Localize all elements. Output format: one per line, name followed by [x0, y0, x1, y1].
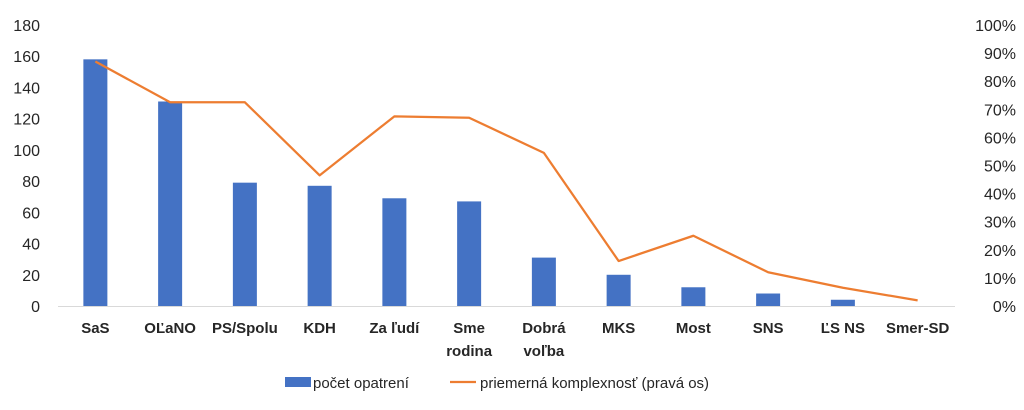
right-tick-label: 90% — [984, 46, 1016, 63]
left-tick-label: 160 — [13, 49, 40, 66]
left-tick-label: 60 — [22, 205, 40, 222]
right-tick-label: 50% — [984, 159, 1016, 176]
legend: počet opatrení priemerná komplexnosť (pr… — [285, 375, 709, 392]
right-tick-label: 40% — [984, 187, 1016, 204]
bar — [606, 274, 631, 306]
right-tick-label: 70% — [984, 102, 1016, 119]
left-tick-label: 20 — [22, 268, 40, 285]
bar — [83, 59, 108, 306]
left-axis-ticks: 0 20 40 60 80 100 120 140 160 180 — [13, 18, 40, 316]
right-tick-label: 30% — [984, 215, 1016, 232]
right-tick-label: 10% — [984, 271, 1016, 288]
category-label: MKS — [602, 320, 635, 337]
bar — [681, 287, 706, 306]
left-tick-label: 120 — [13, 112, 40, 129]
category-label: SaS — [81, 320, 109, 337]
bar — [382, 198, 407, 306]
bar-series — [83, 59, 855, 306]
category-label: Za ľudí — [369, 320, 420, 337]
category-label: rodina — [446, 343, 492, 360]
category-label: OĽaNO — [144, 320, 196, 337]
left-tick-label: 140 — [13, 80, 40, 97]
bar — [457, 201, 482, 306]
left-tick-label: 100 — [13, 143, 40, 160]
bar — [756, 293, 781, 306]
category-label: Smer-SD — [886, 320, 950, 337]
category-labels: SaS OĽaNO PS/Spolu KDH Za ľudí Sme rodina Dobrá… — [81, 320, 949, 360]
line-series — [94, 60, 918, 302]
category-label: Dobrá — [522, 320, 566, 337]
bar — [307, 185, 332, 306]
right-tick-label: 100% — [975, 18, 1016, 35]
left-tick-label: 0 — [31, 299, 40, 316]
left-tick-label: 180 — [13, 18, 40, 35]
bar — [531, 257, 556, 306]
bar — [158, 101, 183, 306]
left-tick-label: 40 — [22, 237, 40, 254]
category-label: PS/Spolu — [212, 320, 278, 337]
legend-label-line: priemerná komplexnosť (pravá os) — [480, 375, 709, 392]
right-tick-label: 60% — [984, 130, 1016, 147]
bar — [830, 299, 855, 306]
category-label: Most — [676, 320, 711, 337]
right-tick-label: 80% — [984, 74, 1016, 91]
right-tick-label: 20% — [984, 243, 1016, 260]
right-axis-ticks: 0% 10% 20% 30% 40% 50% 60% 70% 80% 90% 100% — [975, 18, 1016, 316]
category-label: SNS — [753, 320, 784, 337]
category-label: Sme — [453, 320, 485, 337]
category-label: ĽS NS — [821, 320, 865, 337]
series-line — [94, 60, 918, 302]
bar — [232, 182, 257, 306]
category-label: voľba — [523, 343, 564, 360]
category-label: KDH — [303, 320, 336, 337]
left-tick-label: 80 — [22, 174, 40, 191]
right-tick-label: 0% — [993, 299, 1016, 316]
legend-label-bar: počet opatrení — [313, 375, 410, 392]
legend-swatch-bar — [285, 377, 311, 387]
